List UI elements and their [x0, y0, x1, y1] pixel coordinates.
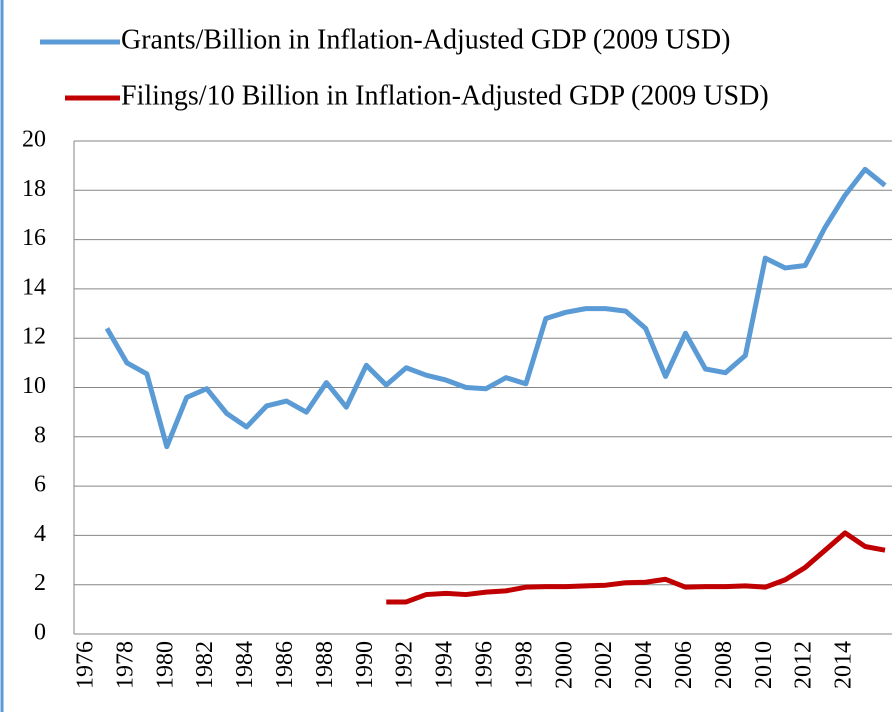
x-tick-label: 2014 [831, 641, 857, 689]
x-tick-label: 2008 [711, 641, 737, 689]
series-line [386, 530, 886, 605]
x-tick-label: 1992 [392, 641, 418, 689]
x-tick-label: 2002 [591, 641, 617, 689]
x-tick-label: 1998 [511, 641, 537, 689]
y-tick-label: 2 [34, 570, 46, 596]
x-tick-label: 1978 [112, 641, 138, 689]
legend-label: Grants/Billion in Inflation-Adjusted GDP… [121, 24, 730, 55]
y-tick-label: 4 [34, 521, 46, 547]
y-tick-label: 18 [22, 176, 46, 202]
x-tick-label: 2010 [751, 641, 777, 689]
y-tick-label: 20 [22, 127, 46, 153]
x-tick-label: 2004 [631, 641, 657, 689]
y-tick-label: 0 [34, 620, 46, 646]
y-tick-label: 10 [22, 373, 46, 399]
y-tick-label: 8 [34, 422, 46, 448]
x-tick-label: 2000 [551, 641, 577, 689]
y-tick-label: 14 [22, 274, 46, 300]
x-tick-label: 1990 [352, 641, 378, 689]
x-tick-label: 1982 [192, 641, 218, 689]
series-line [104, 166, 887, 450]
x-tick-label: 1984 [232, 641, 258, 689]
x-tick-label: 1988 [312, 641, 338, 689]
y-tick-label: 12 [22, 324, 46, 350]
x-tick-label: 1976 [73, 641, 99, 689]
y-tick-label: 6 [34, 472, 46, 498]
x-tick-label: 2012 [791, 641, 817, 689]
legend-label: Filings/10 Billion in Inflation-Adjusted… [121, 80, 769, 111]
x-tick-label: 1996 [472, 641, 498, 689]
y-tick-label: 16 [22, 225, 46, 251]
x-tick-label: 1980 [152, 641, 178, 689]
x-tick-label: 1986 [272, 641, 298, 689]
x-tick-label: 2006 [671, 641, 697, 689]
x-tick-label: 1994 [432, 641, 458, 689]
